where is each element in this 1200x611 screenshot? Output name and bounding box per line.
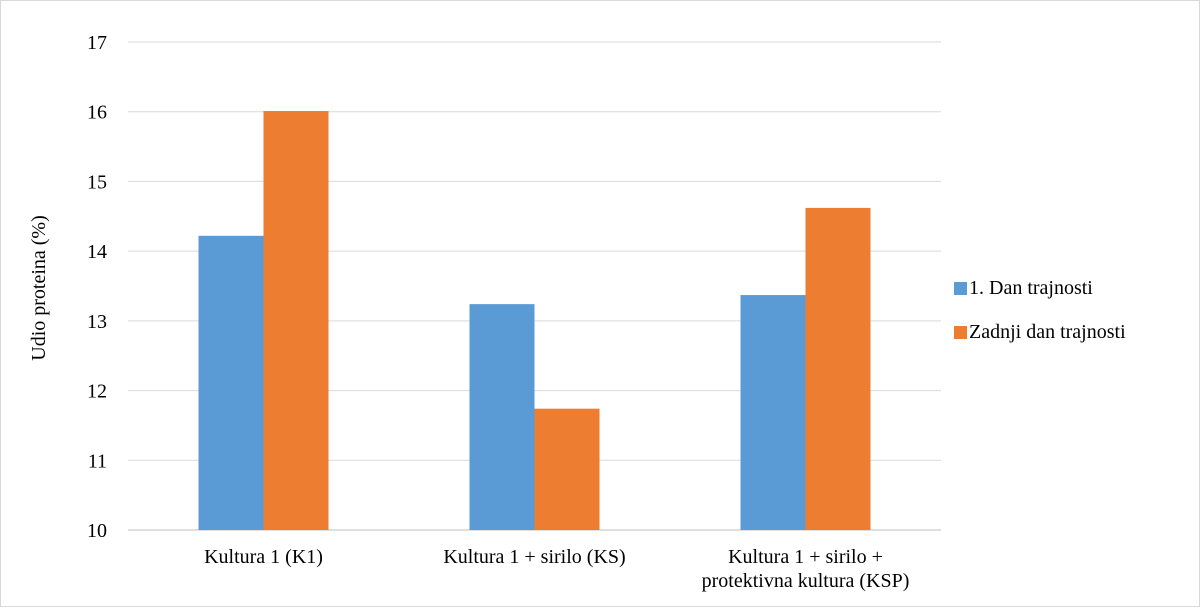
bar-last-day <box>263 111 329 530</box>
y-tick-label: 15 <box>87 171 107 193</box>
x-axis-ticks: Kultura 1 (K1) Kultura 1 + sirilo (KS) Kul… <box>204 546 909 592</box>
legend-swatch <box>954 282 967 295</box>
legend: 1. Dan trajnosti Zadnji dan trajnosti <box>954 277 1126 343</box>
y-tick-label: 11 <box>88 450 107 472</box>
x-tick-label: protektivna kultura (KSP) <box>702 570 910 592</box>
x-tick-label: Kultura 1 (K1) <box>204 546 323 568</box>
legend-swatch <box>954 326 967 339</box>
bar-first-day <box>740 295 806 530</box>
bar-first-day <box>469 304 535 530</box>
bar-last-day <box>534 408 600 530</box>
y-tick-label: 12 <box>87 381 107 403</box>
x-tick-label: Kultura 1 + sirilo + <box>728 546 883 568</box>
y-axis-label: Udio proteina (%) <box>28 215 50 361</box>
bars <box>198 111 871 531</box>
bar-last-day <box>805 207 871 531</box>
y-tick-label: 16 <box>87 102 107 124</box>
y-tick-label: 17 <box>87 32 107 54</box>
y-axis-ticks: 10 11 12 13 14 15 16 17 <box>87 32 107 542</box>
bar-first-day <box>198 235 264 530</box>
x-tick-label: Kultura 1 + sirilo (KS) <box>443 546 625 568</box>
legend-label: 1. Dan trajnosti <box>969 277 1093 299</box>
y-tick-label: 14 <box>87 241 107 263</box>
y-tick-label: 13 <box>87 311 107 333</box>
legend-label: Zadnji dan trajnosti <box>969 321 1126 343</box>
y-tick-label: 10 <box>87 520 107 542</box>
